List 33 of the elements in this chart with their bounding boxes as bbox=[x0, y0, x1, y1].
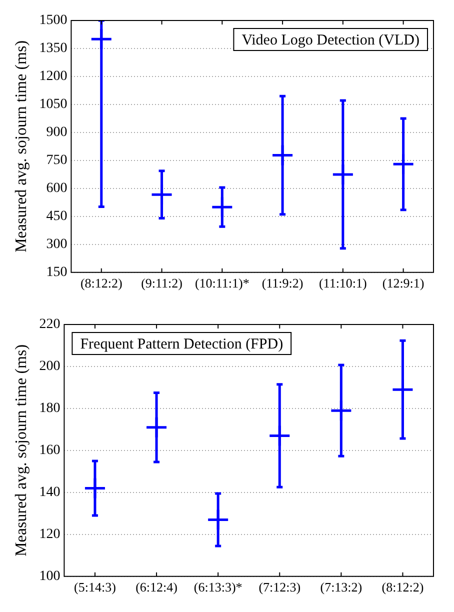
y-tick-label: 120 bbox=[39, 527, 60, 542]
y-tick-label: 1050 bbox=[39, 97, 68, 112]
x-tick-label: (6:13:3)* bbox=[194, 580, 242, 595]
y-tick-label: 450 bbox=[46, 209, 68, 224]
y-tick-label: 900 bbox=[46, 125, 68, 140]
y-tick-label: 100 bbox=[39, 569, 60, 584]
text: Video Logo Detection (VLD) bbox=[242, 32, 420, 48]
y-tick-label: 1200 bbox=[39, 69, 68, 84]
x-tick-label: (11:10:1) bbox=[318, 276, 367, 291]
x-tick-label: (10:11:1)* bbox=[194, 276, 250, 291]
y-tick-label: 140 bbox=[39, 485, 60, 500]
y-tick-label: 150 bbox=[46, 265, 68, 280]
y-tick-label: 200 bbox=[39, 359, 60, 374]
text: Frequent Pattern Detection (FPD) bbox=[80, 336, 284, 352]
x-tick-label: (8:12:2) bbox=[382, 580, 424, 595]
x-tick-label: (8:12:2) bbox=[80, 276, 122, 291]
x-tick-label: (7:13:2) bbox=[320, 580, 362, 595]
x-tick-label: (7:12:3) bbox=[258, 580, 301, 595]
y-tick-label: 1500 bbox=[39, 13, 68, 28]
x-tick-label: (6:12:4) bbox=[136, 580, 178, 595]
y-tick-label: 750 bbox=[46, 153, 68, 168]
x-tick-label: (5:14:3) bbox=[74, 580, 116, 595]
y-tick-label: 1350 bbox=[39, 41, 68, 56]
x-tick-label: (12:9:1) bbox=[382, 276, 424, 291]
y-tick-label: 600 bbox=[46, 181, 68, 196]
y-tick-label: 300 bbox=[46, 237, 68, 252]
y-tick-label: 160 bbox=[39, 443, 60, 458]
x-tick-label: (11:9:2) bbox=[262, 276, 304, 291]
y-axis-title: Measured avg. sojourn time (ms) bbox=[12, 40, 30, 252]
y-axis-title: Measured avg. sojourn time (ms) bbox=[12, 344, 30, 556]
y-tick-label: 180 bbox=[39, 401, 60, 416]
y-tick-label: 220 bbox=[39, 317, 60, 332]
x-tick-label: (9:11:2) bbox=[141, 276, 182, 291]
